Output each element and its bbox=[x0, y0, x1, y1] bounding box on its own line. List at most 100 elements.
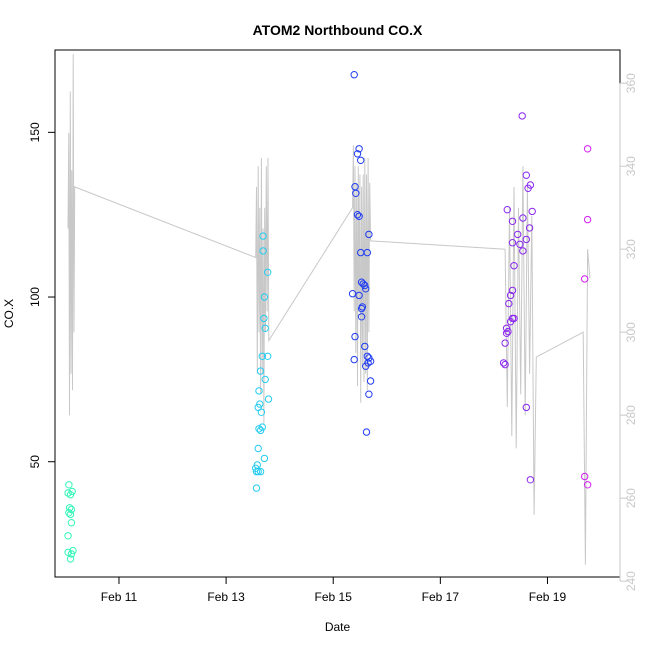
chart-title: ATOM2 Northbound CO.X bbox=[253, 22, 423, 38]
data-point bbox=[258, 352, 266, 360]
data-point bbox=[522, 171, 530, 179]
data-point bbox=[525, 224, 534, 232]
data-point bbox=[256, 467, 265, 476]
data-point bbox=[355, 212, 363, 221]
data-point bbox=[66, 510, 75, 519]
x-tick-label: Feb 13 bbox=[207, 590, 245, 604]
data-point bbox=[501, 360, 509, 369]
data-point bbox=[65, 481, 73, 489]
data-point bbox=[256, 367, 265, 375]
data-point bbox=[361, 281, 369, 290]
data-point bbox=[261, 375, 269, 384]
data-point bbox=[69, 546, 77, 555]
data-point bbox=[506, 318, 515, 326]
y-tick-label: 150 bbox=[28, 122, 42, 142]
secondary-y-tick-label: 340 bbox=[624, 156, 638, 176]
data-point bbox=[362, 285, 370, 293]
data-point bbox=[256, 400, 264, 408]
data-point bbox=[519, 247, 527, 255]
data-point bbox=[260, 293, 269, 301]
data-point bbox=[252, 484, 261, 492]
data-point bbox=[264, 268, 272, 276]
data-point bbox=[348, 290, 357, 298]
x-tick-label: Feb 17 bbox=[422, 590, 460, 604]
data-point bbox=[365, 230, 373, 239]
data-point bbox=[508, 217, 517, 226]
data-point bbox=[499, 359, 508, 367]
line-series-layer bbox=[67, 54, 591, 565]
x-tick-label: Feb 19 bbox=[529, 590, 567, 604]
data-point bbox=[351, 332, 359, 341]
y-ticks: 50 100 150 bbox=[28, 122, 55, 468]
data-point bbox=[260, 314, 268, 323]
data-point bbox=[254, 444, 262, 453]
data-point bbox=[264, 395, 273, 403]
data-point bbox=[502, 324, 511, 332]
data-point bbox=[350, 71, 358, 79]
data-point bbox=[260, 454, 269, 463]
data-point bbox=[67, 519, 76, 527]
data-point bbox=[353, 211, 362, 219]
data-point bbox=[258, 423, 266, 431]
data-point bbox=[355, 145, 363, 153]
secondary-y-ticks: 240 260 280 300 320 340 360 bbox=[620, 73, 638, 591]
data-point bbox=[503, 206, 511, 214]
secondary-y-tick-label: 260 bbox=[624, 488, 638, 508]
secondary-y-tick-label: 300 bbox=[624, 322, 638, 342]
data-point bbox=[64, 532, 72, 540]
data-point bbox=[264, 352, 272, 360]
y-tick-label: 100 bbox=[28, 287, 42, 307]
secondary-y-tick-label: 360 bbox=[624, 73, 638, 93]
data-point bbox=[581, 275, 589, 283]
data-point bbox=[508, 239, 517, 247]
secondary-y-tick-label: 240 bbox=[624, 571, 638, 591]
data-point bbox=[502, 329, 511, 337]
data-point bbox=[65, 509, 73, 517]
data-point bbox=[504, 327, 512, 336]
data-point bbox=[518, 112, 526, 120]
data-point bbox=[366, 377, 375, 385]
x-tick-label: Feb 11 bbox=[101, 590, 138, 604]
data-point bbox=[506, 291, 515, 300]
data-point bbox=[361, 342, 369, 351]
data-point bbox=[357, 156, 365, 165]
data-point bbox=[508, 286, 517, 295]
line-series bbox=[67, 54, 591, 565]
y-axis-label: CO.X bbox=[2, 299, 16, 328]
secondary-y-tick-label: 280 bbox=[624, 405, 638, 425]
data-point bbox=[362, 428, 371, 436]
data-point bbox=[528, 207, 536, 216]
data-point bbox=[254, 467, 262, 476]
data-point bbox=[510, 262, 518, 270]
data-point bbox=[516, 240, 524, 249]
data-point bbox=[255, 387, 263, 395]
data-point bbox=[350, 355, 358, 364]
data-point bbox=[353, 150, 362, 158]
data-point bbox=[363, 248, 371, 257]
data-point bbox=[522, 235, 530, 244]
data-point bbox=[261, 324, 269, 332]
data-point bbox=[352, 189, 360, 198]
points-layer bbox=[64, 71, 592, 563]
data-point bbox=[505, 299, 513, 308]
data-point bbox=[355, 291, 363, 300]
data-point bbox=[357, 313, 366, 321]
data-point bbox=[362, 362, 370, 370]
x-tick-label: Feb 15 bbox=[315, 590, 353, 604]
y-tick-label: 50 bbox=[28, 455, 42, 469]
data-point bbox=[68, 487, 76, 496]
secondary-y-tick-label: 320 bbox=[624, 239, 638, 259]
data-point bbox=[522, 403, 530, 412]
data-point bbox=[357, 304, 366, 313]
data-point bbox=[259, 247, 267, 255]
data-point bbox=[524, 184, 532, 193]
data-point bbox=[66, 555, 75, 563]
x-ticks: Feb 11 Feb 13 Feb 15 Feb 17 Feb 19 bbox=[101, 577, 567, 604]
data-point bbox=[583, 145, 592, 153]
data-point bbox=[519, 214, 527, 222]
data-point bbox=[365, 390, 373, 398]
data-point bbox=[583, 215, 592, 224]
plot-frame bbox=[54, 49, 621, 578]
data-point bbox=[259, 232, 267, 240]
